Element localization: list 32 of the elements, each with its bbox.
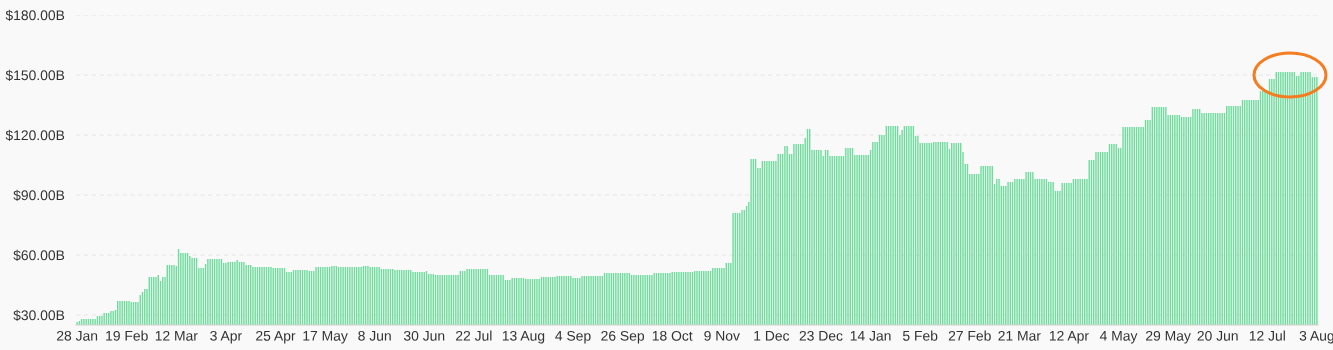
y-tick-label: $150.00B (5, 69, 65, 81)
x-tick-label: 18 Oct (652, 330, 693, 341)
y-tick-label: $90.00B (13, 189, 65, 201)
x-tick-label: 23 Dec (799, 330, 843, 341)
y-tick-label: $180.00B (5, 9, 65, 21)
x-tick-label: 22 Jul (456, 330, 492, 341)
y-tick-label: $60.00B (13, 249, 65, 261)
x-tick-label: 17 May (303, 331, 348, 344)
x-tick-label: 30 Jun (403, 330, 445, 341)
x-tick-label: 12 Mar (155, 330, 198, 341)
x-tick-label: 5 Feb (902, 330, 938, 341)
y-tick-label: $30.00B (13, 309, 65, 321)
x-tick-label: 4 May (1099, 331, 1138, 344)
x-tick-label: 1 Dec (754, 331, 790, 341)
x-tick-label: 20 Jun (1197, 330, 1238, 341)
x-tick-label: 12 Apr (1049, 330, 1089, 344)
x-tick-label: 25 Apr (256, 330, 296, 344)
x-tick-label: 8 Jun (358, 330, 391, 341)
x-tick-label: 27 Feb (948, 330, 991, 341)
y-tick-label: $120.00B (5, 129, 65, 141)
x-tick-label: 29 May (1146, 330, 1191, 344)
x-tick-label: 3 Aug (1299, 330, 1333, 344)
x-tick-label: 3 Apr (210, 330, 242, 344)
x-tick-label: 9 Nov (704, 330, 740, 341)
x-tick-label: 28 Jan (56, 330, 98, 341)
x-tick-label: 21 Mar (998, 330, 1041, 341)
x-tick-label: 14 Jan (850, 331, 891, 341)
x-tick-label: 26 Sep (601, 330, 645, 344)
x-tick-label: 12 Jul (1249, 330, 1285, 341)
x-tick-label: 4 Sep (555, 330, 591, 344)
x-tick-label: 19 Feb (106, 330, 148, 341)
x-tick-label: 13 Aug (502, 330, 545, 344)
